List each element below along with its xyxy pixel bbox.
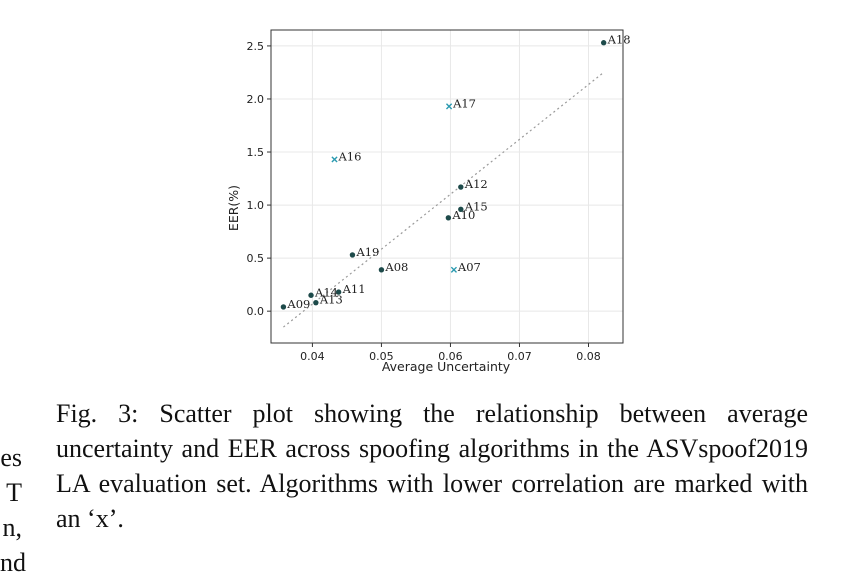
margin-fragment: nd: [0, 548, 26, 577]
x-axis-ticks: 0.04 0.05 0.06 0.07 0.08: [300, 343, 601, 363]
point-a07-label: A07: [457, 260, 481, 274]
y-axis-title: EER(%): [226, 185, 241, 231]
cross-stroke: [450, 266, 457, 273]
point-a16-label: A16: [337, 149, 361, 163]
point-a11-label: A11: [342, 282, 366, 296]
y-tick-label: 1.0: [247, 199, 265, 212]
margin-fragment: es: [0, 443, 22, 472]
point-a17-cross-marker: [445, 103, 453, 110]
y-tick-label: 0.0: [247, 305, 265, 318]
point-a15-marker: [458, 206, 464, 213]
y-tick-label: 0.5: [247, 252, 265, 265]
point-a12-marker: [458, 184, 464, 190]
point-a16-cross-marker: [331, 156, 338, 163]
x-tick-label: 0.08: [576, 350, 601, 363]
margin-fragment: T: [6, 478, 22, 507]
scatter-chart: 0.04 0.05 0.06 0.07 0.08 0.00.51.01.52.02.5 …: [226, 29, 631, 374]
point-a10-marker: [445, 215, 452, 221]
point-a19-label: A19: [355, 245, 379, 259]
point-a11-marker: [335, 289, 342, 295]
trend-line: [283, 71, 605, 328]
point-a18-label: A18: [607, 33, 631, 47]
cross-stroke: [445, 103, 453, 110]
y-tick-label: 2.0: [247, 93, 265, 106]
point-a07-cross-marker: [450, 266, 457, 273]
point-a13-label: A13: [319, 293, 343, 307]
point-a15-label: A15: [464, 199, 488, 213]
point-a14-marker: [308, 292, 314, 298]
point-a08-marker: [378, 267, 385, 273]
y-tick-label: 2.5: [247, 40, 265, 53]
point-a14-label: A14: [314, 285, 338, 299]
x-tick-label: 0.05: [369, 350, 394, 363]
point-a10-label: A10: [451, 208, 475, 222]
figure-caption: Fig. 3: Scatter plot showing the relatio…: [56, 399, 808, 533]
x-tick-label: 0.07: [507, 350, 532, 363]
point-a12-label: A12: [464, 177, 488, 191]
point-a09-label: A09: [286, 297, 310, 311]
margin-fragment: n,: [2, 513, 23, 542]
x-tick-label: 0.04: [300, 350, 325, 363]
point-a13-marker: [313, 299, 319, 306]
plot-frame: [270, 29, 624, 344]
y-axis-ticks: 0.0 0.5 1.0 1.5 2.0 2.5: [247, 40, 271, 318]
point-a17-label: A17: [452, 96, 476, 110]
point-a09-marker: [280, 304, 287, 310]
y-tick-label: 1.5: [247, 146, 265, 159]
grid-lines: [271, 30, 623, 343]
cross-stroke: [331, 156, 338, 163]
point-a08-label: A08: [384, 260, 408, 274]
x-tick-label: 0.06: [438, 350, 463, 363]
point-a18-marker: [600, 40, 607, 46]
point-a19-marker: [349, 252, 356, 258]
x-axis-title: Average Uncertainty: [382, 359, 511, 374]
